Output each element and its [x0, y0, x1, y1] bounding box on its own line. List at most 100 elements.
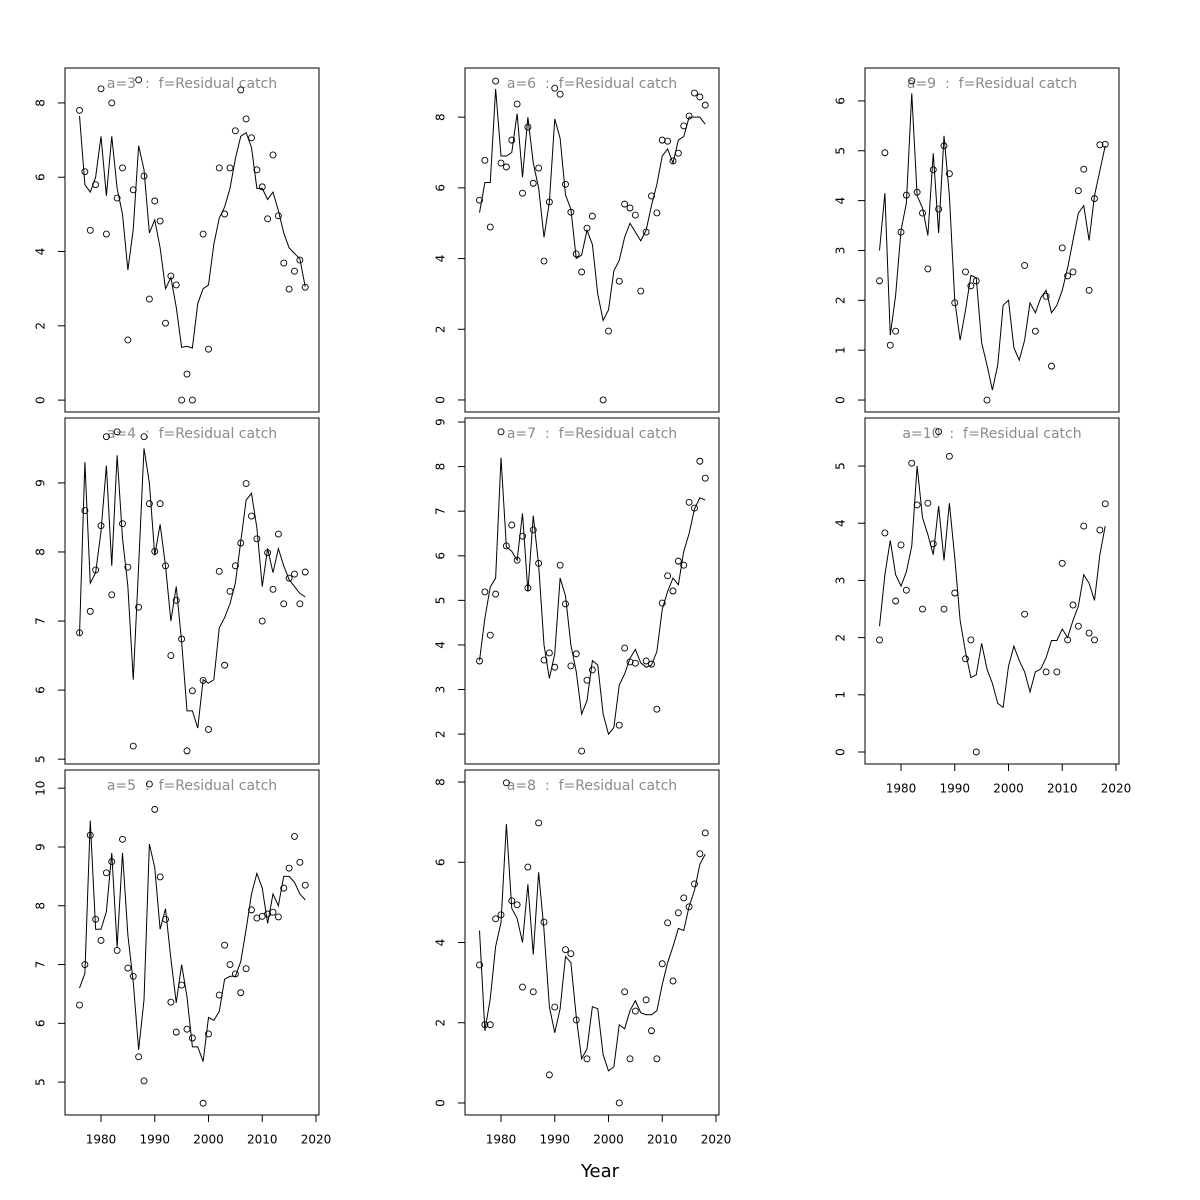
- y-tick-label: 5: [434, 597, 448, 605]
- x-tick-label: 1990: [539, 1133, 570, 1147]
- observed-point: [113, 428, 121, 436]
- observed-point: [1074, 622, 1082, 630]
- observed-point: [248, 906, 255, 914]
- y-tick-label: 0: [434, 396, 448, 404]
- y-tick-label: 0: [834, 748, 848, 756]
- observed-point: [253, 535, 261, 543]
- observed-point: [519, 189, 526, 197]
- observed-point: [76, 106, 83, 114]
- observed-point: [940, 605, 948, 613]
- observed-point: [1058, 244, 1066, 252]
- y-tick-label: 6: [434, 552, 448, 560]
- observed-point: [674, 557, 682, 565]
- observed-point: [897, 541, 905, 549]
- observed-point: [658, 599, 666, 607]
- panel-title: a=6 : f=Residual catch: [507, 76, 677, 92]
- observed-point: [680, 894, 688, 902]
- observed-point: [1042, 668, 1050, 676]
- observed-point: [519, 983, 526, 991]
- observed-point: [237, 989, 245, 997]
- plot-frame: [464, 417, 720, 765]
- y-tick-label: 4: [434, 641, 448, 649]
- y-tick-label: 4: [434, 255, 448, 263]
- observed-point: [513, 901, 521, 909]
- plot-frame: [464, 67, 720, 413]
- observed-point: [556, 90, 564, 98]
- observed-point: [264, 215, 272, 223]
- panel-title: a=5 : f=Residual catch: [107, 778, 277, 794]
- observed-point: [599, 396, 607, 404]
- observed-point: [637, 287, 645, 295]
- observed-point: [545, 649, 553, 657]
- observed-point: [696, 93, 704, 101]
- y-tick-label: 6: [34, 686, 48, 694]
- observed-point: [102, 869, 110, 877]
- observed-point: [86, 226, 94, 234]
- observed-point: [156, 500, 164, 508]
- observed-point: [1031, 327, 1039, 335]
- observed-point: [621, 200, 629, 208]
- observed-point: [291, 267, 298, 275]
- observed-point: [540, 918, 548, 926]
- observed-point: [664, 919, 672, 927]
- observed-point: [188, 396, 196, 404]
- observed-point: [280, 259, 288, 267]
- observed-point: [1085, 286, 1093, 294]
- observed-point: [1069, 601, 1077, 609]
- observed-point: [97, 936, 105, 944]
- observed-point: [562, 600, 569, 608]
- observed-point: [908, 77, 916, 85]
- observed-point: [578, 268, 586, 276]
- fitted-line: [79, 448, 306, 729]
- fitted-line: [479, 457, 706, 736]
- observed-point: [481, 156, 489, 164]
- observed-point: [280, 600, 288, 608]
- y-tick-label: 0: [434, 1099, 448, 1107]
- y-tick-label: 2: [834, 297, 848, 305]
- x-tick-label: 2020: [1101, 782, 1132, 796]
- observed-point: [183, 747, 191, 755]
- y-tick-label: 8: [34, 548, 48, 556]
- observed-point: [588, 666, 596, 674]
- y-tick-label: 2: [834, 634, 848, 642]
- observed-point: [231, 562, 239, 570]
- y-tick-label: 1: [834, 691, 848, 699]
- observed-point: [301, 568, 309, 576]
- y-tick-label: 10: [34, 781, 48, 796]
- observed-point: [1096, 141, 1104, 149]
- y-tick-label: 0: [834, 396, 848, 404]
- observed-point: [529, 179, 537, 187]
- observed-point: [285, 864, 293, 872]
- observed-point: [626, 1055, 634, 1063]
- observed-point: [945, 170, 953, 178]
- observed-point: [1021, 261, 1029, 269]
- y-tick-label: 5: [34, 755, 48, 763]
- observed-point: [562, 180, 569, 188]
- y-tick-label: 2: [434, 325, 448, 333]
- plot-frame: [864, 67, 1120, 413]
- observed-point: [642, 657, 650, 665]
- observed-point: [653, 1055, 661, 1063]
- observed-point: [967, 636, 975, 644]
- observed-point: [924, 265, 932, 273]
- observed-point: [145, 780, 153, 788]
- x-tick-label: 2010: [647, 1133, 678, 1147]
- observed-point: [215, 567, 223, 575]
- observed-point: [621, 644, 629, 652]
- observed-point: [274, 530, 282, 538]
- observed-point: [119, 520, 126, 528]
- observed-point: [1021, 610, 1029, 618]
- observed-point: [881, 149, 889, 157]
- observed-point: [151, 197, 159, 205]
- observed-point: [551, 1003, 559, 1011]
- observed-point: [578, 747, 586, 755]
- observed-point: [935, 205, 943, 213]
- y-tick-label: 6: [834, 97, 848, 105]
- observed-point: [296, 600, 304, 608]
- fitted-line: [479, 88, 706, 322]
- observed-point: [615, 277, 623, 285]
- observed-point: [502, 779, 510, 787]
- observed-point: [124, 964, 132, 972]
- observed-point: [301, 881, 309, 889]
